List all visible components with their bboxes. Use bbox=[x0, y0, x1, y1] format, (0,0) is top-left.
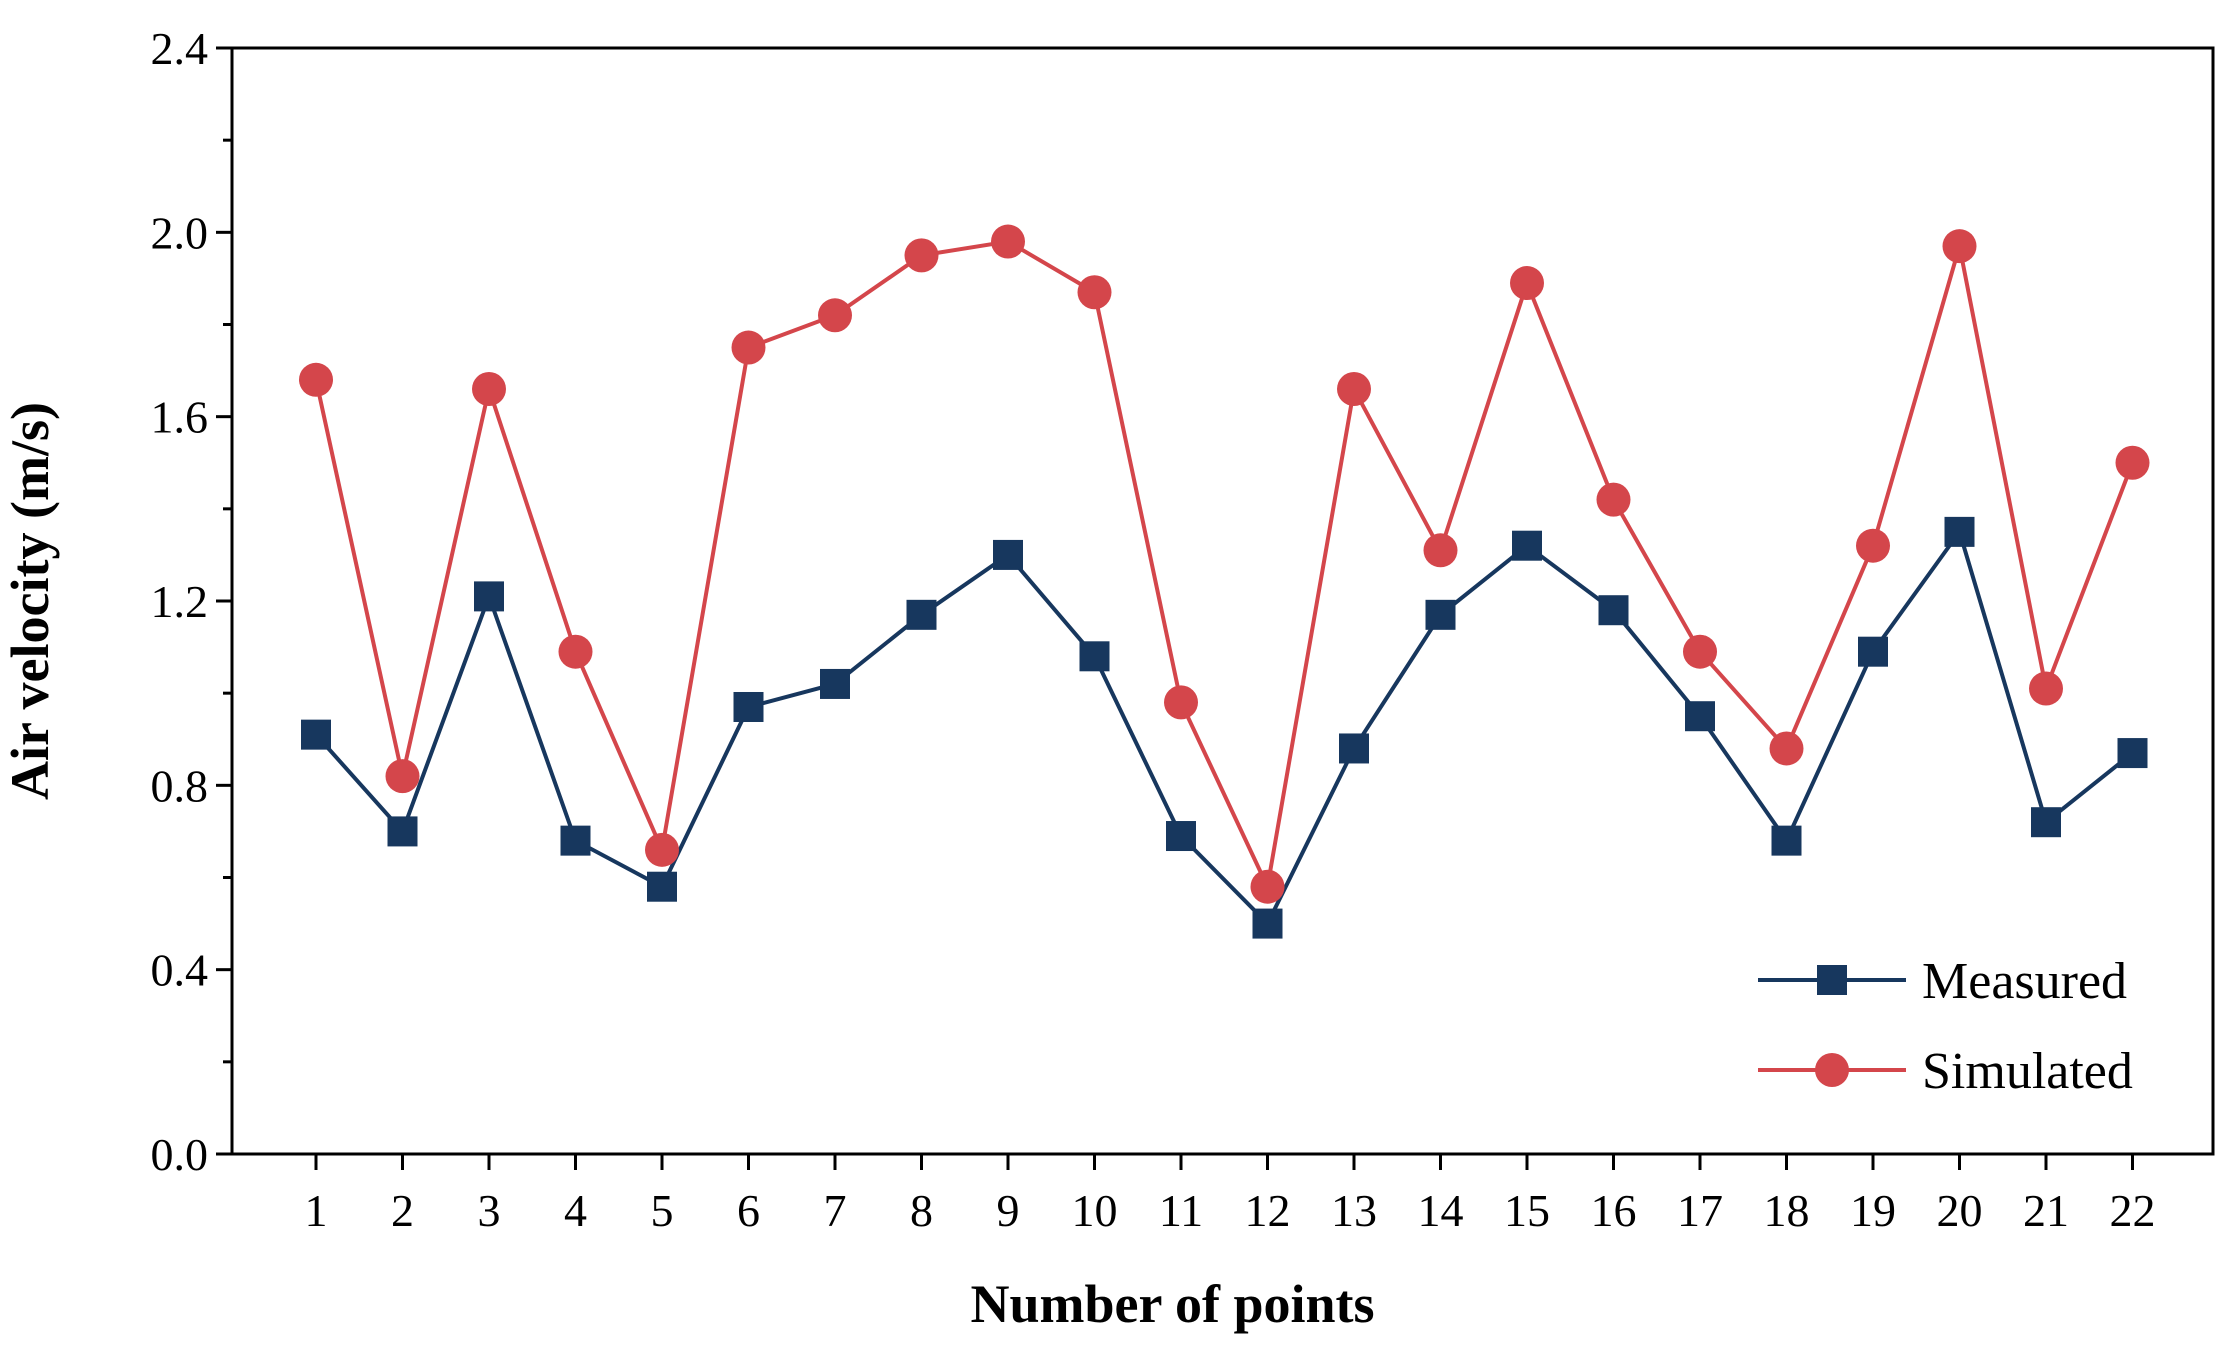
measured-point bbox=[1512, 530, 1542, 561]
simulated-point bbox=[818, 298, 852, 333]
measured-point bbox=[301, 719, 331, 750]
series-layer bbox=[299, 224, 2150, 939]
x-tick-label: 4 bbox=[564, 1185, 587, 1236]
measured-point bbox=[993, 539, 1023, 570]
measured-point bbox=[1598, 595, 1629, 626]
y-axis: 0.0 0.4 0.8 1.2 1.6 2.0 2.4 bbox=[151, 23, 232, 1180]
legend-marker bbox=[1817, 965, 1847, 995]
y-tick-label: 2.4 bbox=[151, 23, 209, 74]
simulated-point bbox=[2029, 671, 2063, 706]
y-tick-label: 0.4 bbox=[151, 945, 209, 996]
x-tick-label: 20 bbox=[1937, 1185, 1983, 1236]
x-tick-label: 11 bbox=[1159, 1185, 1203, 1236]
simulated-point bbox=[1077, 275, 1112, 310]
y-axis-title: Air velocity (m/s) bbox=[0, 402, 60, 800]
x-tick-label: 3 bbox=[478, 1185, 501, 1236]
simulated-point bbox=[1856, 528, 1890, 563]
simulated-point bbox=[299, 362, 333, 397]
x-tick-label: 10 bbox=[1072, 1185, 1118, 1236]
simulated-point bbox=[1769, 731, 1804, 766]
legend-marker bbox=[1815, 1053, 1849, 1087]
simulated-point bbox=[1164, 685, 1198, 720]
y-tick-label: 0.0 bbox=[151, 1129, 209, 1180]
x-tick-label: 2 bbox=[391, 1185, 414, 1236]
simulated-point bbox=[731, 330, 766, 365]
measured-point bbox=[647, 871, 677, 902]
simulated-line bbox=[314, 239, 2135, 889]
x-tick-label: 9 bbox=[997, 1185, 1020, 1236]
x-tick-label: 8 bbox=[910, 1185, 933, 1236]
measured-point bbox=[474, 581, 504, 612]
series-simulated bbox=[299, 224, 2150, 904]
legend-label: Simulated bbox=[1922, 1043, 2133, 1100]
x-tick-label: 15 bbox=[1504, 1185, 1550, 1236]
measured-point bbox=[1858, 636, 1888, 667]
x-tick-label: 16 bbox=[1591, 1185, 1637, 1236]
simulated-point bbox=[1596, 482, 1631, 517]
measured-point bbox=[2031, 807, 2061, 838]
x-axis-title: Number of points bbox=[970, 1274, 1374, 1334]
x-tick-label: 7 bbox=[824, 1185, 847, 1236]
measured-point bbox=[560, 825, 591, 856]
measured-point bbox=[820, 668, 850, 699]
y-tick-label: 1.2 bbox=[151, 576, 209, 627]
simulated-point bbox=[472, 372, 506, 407]
legend-item-simulated: Simulated bbox=[1758, 1043, 2133, 1100]
simulated-point bbox=[904, 238, 939, 273]
x-tick-label: 19 bbox=[1850, 1185, 1896, 1236]
y-tick-label: 0.8 bbox=[151, 760, 209, 811]
y-tick-label: 2.0 bbox=[151, 207, 209, 258]
simulated-point bbox=[1423, 533, 1458, 568]
x-tick-label: 1 bbox=[305, 1185, 328, 1236]
simulated-point bbox=[1250, 869, 1285, 904]
measured-point bbox=[1425, 599, 1456, 630]
measured-point bbox=[1771, 825, 1802, 856]
x-tick-label: 5 bbox=[651, 1185, 674, 1236]
measured-point bbox=[1339, 733, 1369, 764]
simulated-point bbox=[2115, 445, 2150, 480]
measured-point bbox=[906, 599, 937, 630]
measured-line bbox=[314, 529, 2134, 926]
x-tick-label: 13 bbox=[1331, 1185, 1377, 1236]
measured-point bbox=[2117, 738, 2148, 769]
measured-point bbox=[733, 691, 764, 722]
measured-point bbox=[1685, 701, 1715, 732]
simulated-point bbox=[1942, 229, 1977, 264]
measured-point bbox=[387, 816, 418, 847]
x-tick-label: 14 bbox=[1418, 1185, 1464, 1236]
simulated-point bbox=[645, 832, 679, 867]
simulated-point bbox=[1337, 372, 1371, 407]
x-tick-label: 17 bbox=[1677, 1185, 1723, 1236]
legend: Measured Simulated bbox=[1758, 953, 2133, 1100]
series-measured bbox=[301, 516, 2148, 939]
plot-area bbox=[230, 46, 2215, 1156]
measured-point bbox=[1079, 641, 1110, 672]
y-tick-label: 1.6 bbox=[151, 392, 209, 443]
simulated-point bbox=[558, 634, 593, 669]
measured-point bbox=[1944, 516, 1975, 547]
simulated-point bbox=[1683, 634, 1717, 669]
legend-item-measured: Measured bbox=[1758, 953, 2127, 1010]
x-tick-label: 6 bbox=[737, 1185, 760, 1236]
plot-border bbox=[230, 46, 2215, 1156]
simulated-point bbox=[1510, 266, 1544, 301]
x-axis: 1 2 3 4 5 6 7 8 9 10 11 12 13 14 15 16 17 18 19 20 21 22 bbox=[305, 1154, 2156, 1236]
x-tick-label: 22 bbox=[2110, 1185, 2156, 1236]
measured-point bbox=[1166, 821, 1196, 852]
x-tick-label: 18 bbox=[1764, 1185, 1810, 1236]
legend-label: Measured bbox=[1922, 953, 2127, 1010]
simulated-point bbox=[991, 224, 1025, 259]
x-tick-label: 12 bbox=[1245, 1185, 1291, 1236]
x-tick-label: 21 bbox=[2023, 1185, 2069, 1236]
simulated-point bbox=[385, 759, 420, 794]
measured-point bbox=[1252, 908, 1283, 939]
